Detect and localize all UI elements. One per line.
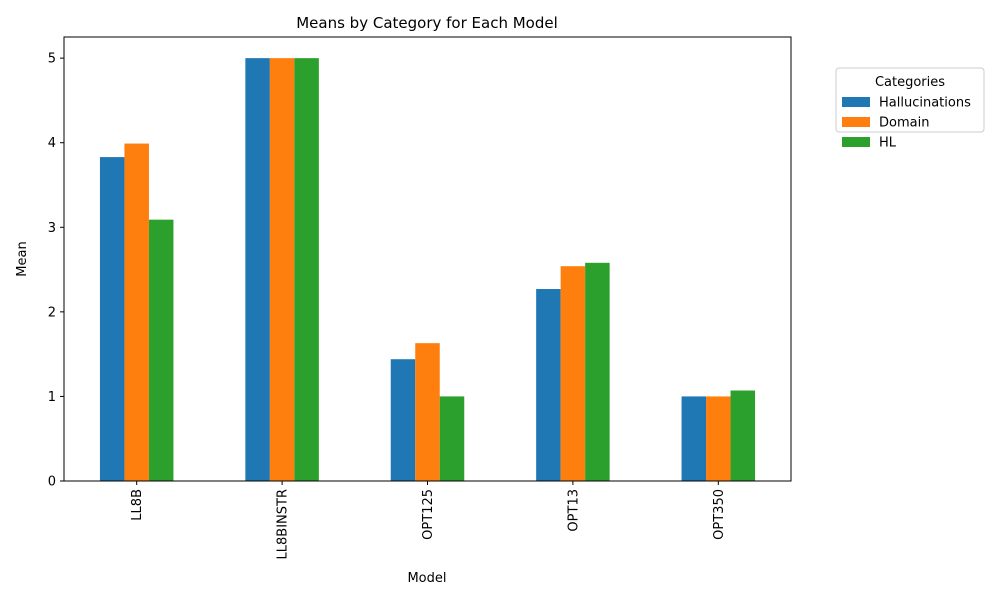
bar-hl-opt13 — [585, 262, 610, 481]
y-tick-label: 2 — [48, 305, 56, 320]
bar-hallucinations-opt125 — [390, 359, 416, 481]
bar-hallucinations-opt13 — [536, 289, 561, 481]
y-axis-label: Mean — [15, 241, 30, 276]
y-tick-label: 0 — [48, 475, 56, 490]
x-tick-label: OPT13 — [566, 489, 581, 532]
chart-title: Means by Category for Each Model — [296, 14, 558, 32]
legend-label-hl: HL — [879, 136, 897, 151]
legend-title: Categories — [875, 75, 945, 90]
bar-domain-opt125 — [415, 343, 440, 481]
x-tick-label: LL8B — [130, 489, 145, 521]
x-tick-label: OPT350 — [712, 489, 727, 540]
legend-box — [835, 67, 985, 133]
y-tick-label: 1 — [48, 390, 56, 405]
legend-swatch-domain — [842, 117, 870, 127]
y-tick-label: 5 — [48, 52, 56, 67]
x-axis-label: Model — [407, 571, 446, 586]
bar-domain-ll8binstr — [269, 58, 295, 482]
legend-label-domain: Domain — [879, 116, 929, 131]
plot-frame — [63, 36, 792, 482]
bar-hl-ll8binstr — [294, 58, 319, 482]
bar-hallucinations-ll8binstr — [245, 58, 270, 482]
bar-hl-ll8b — [148, 219, 174, 481]
bar-domain-opt350 — [706, 396, 731, 481]
legend-swatch-hl — [842, 137, 870, 147]
x-tick-label: LL8BINSTR — [276, 489, 291, 559]
bar-domain-opt13 — [560, 266, 586, 481]
bar-hallucinations-ll8b — [99, 157, 125, 481]
bars-group — [99, 58, 756, 482]
bar-hl-opt125 — [439, 396, 465, 481]
x-tick-label: OPT125 — [421, 489, 436, 540]
y-tick-label: 3 — [48, 221, 56, 236]
bar-domain-ll8b — [124, 143, 149, 481]
y-tick-label: 4 — [48, 136, 56, 151]
legend: Categories Hallucinations Domain HL — [835, 67, 985, 151]
legend-swatch-hallucinations — [842, 97, 870, 107]
legend-label-hallucinations: Hallucinations — [879, 96, 971, 111]
bar-hl-opt350 — [730, 390, 756, 481]
axes-group: 0 1 2 3 4 5 LL8B LL8BINSTR OPT125 OPT13 OPT350 — [48, 52, 727, 560]
bar-hallucinations-opt350 — [681, 396, 707, 481]
